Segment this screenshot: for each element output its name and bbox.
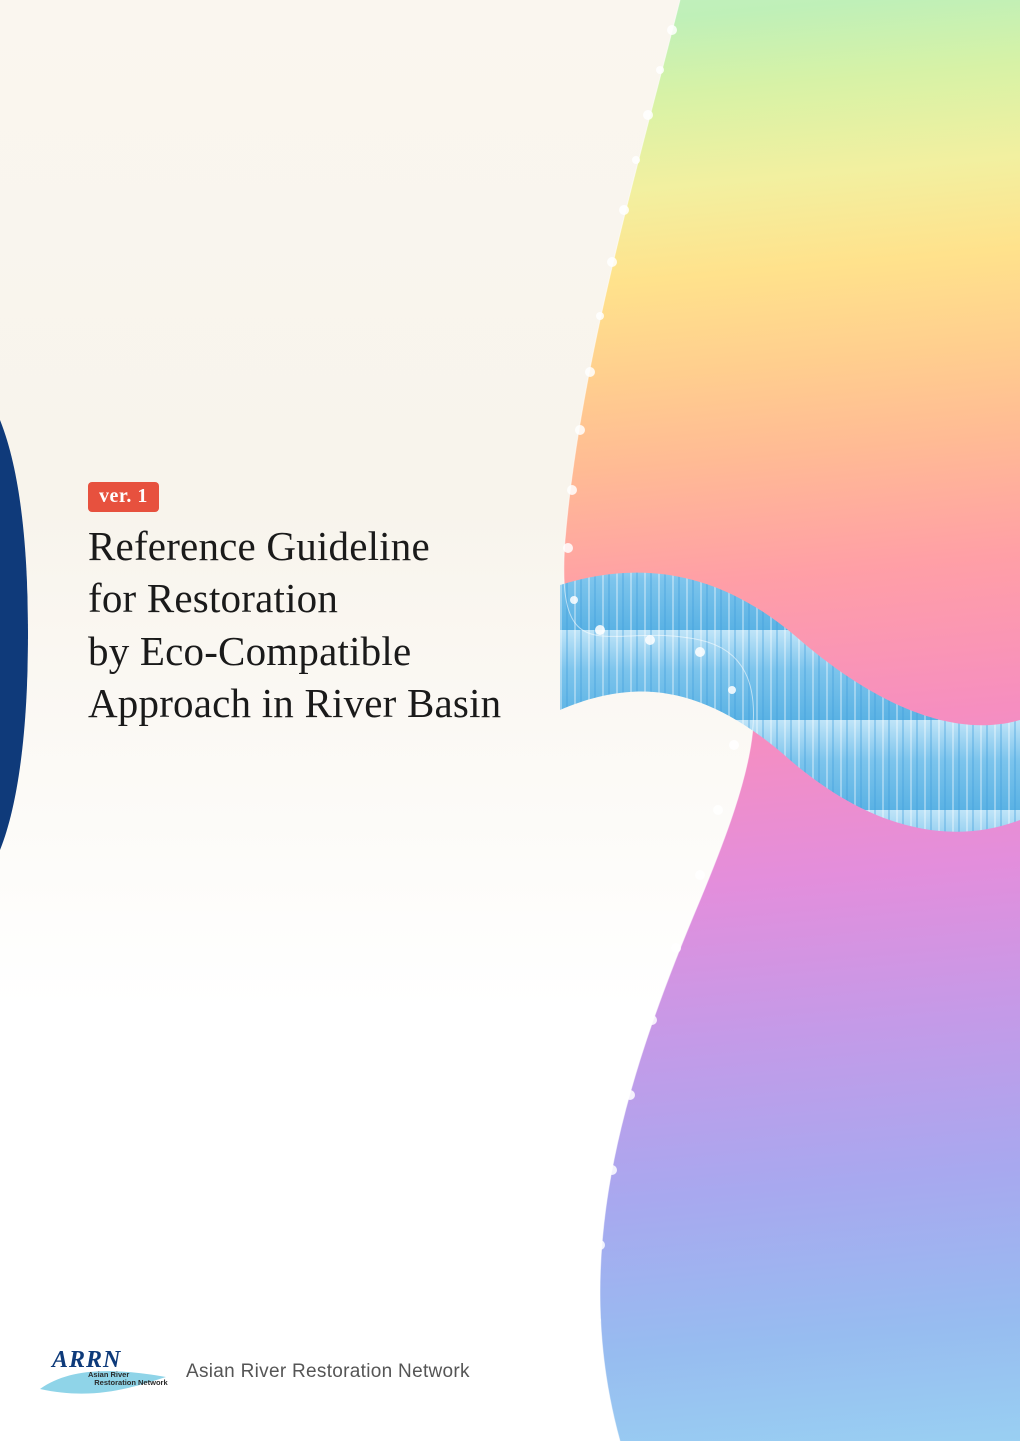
logo-subtext: Asian River Restoration Network: [88, 1371, 168, 1387]
left-blue-sliver: [0, 420, 28, 850]
organization-name: Asian River Restoration Network: [186, 1361, 470, 1383]
logo-subtext-l2: Restoration Network: [94, 1378, 167, 1387]
footer: ARRN Asian River Restoration Network Asi…: [38, 1345, 470, 1399]
title-line-2: for Restoration: [88, 575, 338, 621]
arrn-logo: ARRN Asian River Restoration Network: [38, 1345, 168, 1399]
title-line-1: Reference Guideline: [88, 523, 430, 569]
title-line-3: by Eco-Compatible: [88, 628, 411, 674]
version-badge: ver. 1: [88, 482, 159, 512]
title-line-4: Approach in River Basin: [88, 680, 501, 726]
document-title: Reference Guideline for Restoration by E…: [88, 520, 501, 730]
